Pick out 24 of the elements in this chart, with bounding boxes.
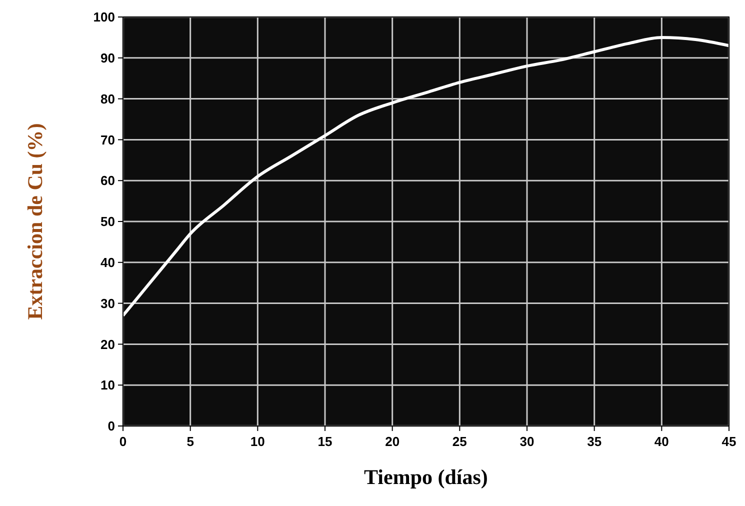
y-tick-label: 30 (100, 296, 115, 311)
x-tick-label: 40 (654, 434, 669, 449)
y-tick-label: 70 (100, 132, 115, 148)
y-tick-label: 50 (100, 214, 115, 230)
x-tick-label: 10 (250, 434, 265, 449)
y-tick-label: 20 (100, 336, 115, 352)
y-tick-label: 10 (100, 378, 115, 393)
x-tick-label: 45 (722, 434, 736, 449)
x-tick-label: 35 (587, 434, 602, 449)
y-tick-label: 0 (108, 418, 115, 434)
y-tick-label: 80 (100, 91, 115, 106)
y-tick-label: 40 (100, 254, 115, 270)
y-tick-label: 100 (93, 10, 115, 25)
x-tick-label: 15 (318, 434, 332, 449)
y-tick-label: 60 (100, 173, 115, 188)
x-axis-title: Tiempo (días) (364, 465, 488, 489)
x-tick-label: 0 (119, 434, 127, 449)
x-tick-label: 20 (385, 434, 400, 449)
line-series (122, 36, 730, 318)
x-tick-label: 5 (186, 434, 194, 449)
y-tick-label: 90 (100, 50, 115, 66)
x-tick-label: 30 (520, 434, 534, 449)
y-axis-title: Extraccion de Cu (%) (23, 123, 47, 320)
x-tick-label: 25 (452, 434, 467, 449)
